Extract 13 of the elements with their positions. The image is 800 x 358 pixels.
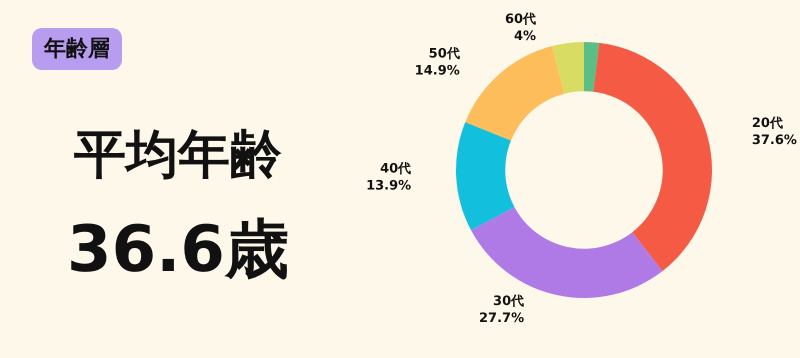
slice-label: 50代 <box>428 46 460 62</box>
data-label: 14.9% <box>414 63 460 78</box>
data-label: 4% <box>514 29 536 44</box>
text: 36.6歳 <box>67 213 289 287</box>
slice-label: 30代 <box>493 294 524 309</box>
slice-label: 20代 <box>752 116 783 131</box>
data-label: 37.6% <box>752 132 797 148</box>
text: 平均年齢 <box>73 125 282 185</box>
slice-label: 40代 <box>380 162 412 177</box>
data-label: 13.9% <box>366 178 412 194</box>
data-label: 27.7% <box>479 310 524 326</box>
text: 年齢層 <box>43 36 110 62</box>
slice-label: 60代 <box>504 12 536 28</box>
